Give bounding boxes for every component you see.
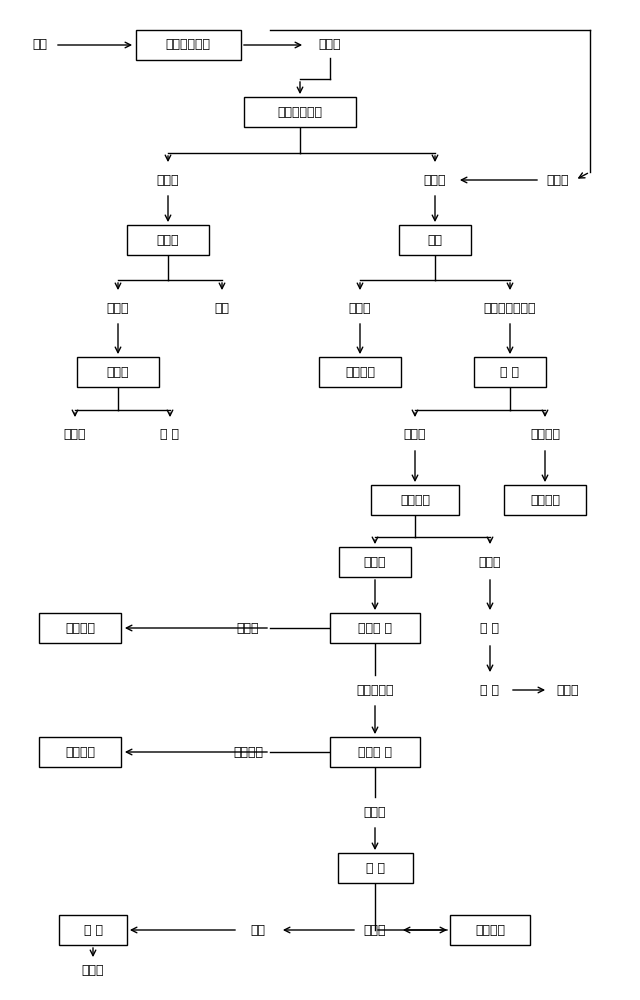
Text: 环保处理: 环保处理 (530, 493, 560, 506)
Bar (474, 357, 546, 387)
Bar (77, 357, 159, 387)
Text: 煅 烧: 煅 烧 (481, 684, 499, 696)
Text: 反萃余液: 反萃余液 (530, 428, 560, 442)
Text: 赤泥: 赤泥 (33, 38, 47, 51)
Text: 环保处理: 环保处理 (65, 621, 95, 635)
Bar (371, 485, 459, 515)
Text: 氧化钪: 氧化钪 (82, 964, 104, 976)
Text: 尾矿: 尾矿 (214, 302, 230, 314)
Text: 环保处理: 环保处理 (345, 365, 375, 378)
Bar (399, 225, 471, 255)
Text: 浸出渣: 浸出渣 (157, 174, 179, 186)
Text: 烘干: 烘干 (250, 924, 266, 936)
Bar (244, 97, 356, 127)
Text: 酸 溶: 酸 溶 (365, 861, 385, 874)
Text: 硫酸二次浸出: 硫酸二次浸出 (278, 105, 323, 118)
Text: 富钪有机相: 富钪有机相 (356, 684, 394, 696)
Bar (330, 737, 420, 767)
Text: 二次反 萃: 二次反 萃 (358, 746, 392, 758)
Bar (127, 225, 209, 255)
Text: 反萃渣: 反萃渣 (404, 428, 426, 442)
Bar (504, 485, 586, 515)
Text: 浸出液: 浸出液 (547, 174, 569, 186)
Text: 反 萃: 反 萃 (500, 365, 520, 378)
Text: 反萃余液: 反萃余液 (233, 746, 263, 758)
Text: 萃余液: 萃余液 (237, 621, 259, 635)
Text: 强磁选: 强磁选 (107, 365, 129, 378)
Text: 浸出液: 浸出液 (424, 174, 446, 186)
Text: 钛白废酸浸出: 钛白废酸浸出 (166, 38, 211, 51)
Bar (39, 737, 121, 767)
Text: 水解液: 水解液 (364, 556, 387, 568)
Bar (337, 853, 413, 883)
Text: 萃取: 萃取 (428, 233, 442, 246)
Text: 萃余液: 萃余液 (349, 302, 371, 314)
Bar (39, 613, 121, 643)
Bar (330, 613, 420, 643)
Bar (136, 30, 241, 60)
Text: 草酸反应: 草酸反应 (475, 924, 505, 936)
Text: 含铁矿: 含铁矿 (107, 302, 129, 314)
Text: 环保处理: 环保处理 (65, 746, 95, 758)
Bar (319, 357, 401, 387)
Text: 反萃渣: 反萃渣 (364, 806, 387, 818)
Bar (450, 915, 530, 945)
Bar (339, 547, 411, 577)
Text: 浸出渣: 浸出渣 (319, 38, 341, 51)
Text: 偏钛酸: 偏钛酸 (479, 556, 501, 568)
Text: 煅 烧: 煅 烧 (83, 924, 102, 936)
Text: 富钪、钛有机相: 富钪、钛有机相 (484, 302, 536, 314)
Text: 草酸钪: 草酸钪 (364, 924, 387, 936)
Text: 酸溶水解: 酸溶水解 (400, 493, 430, 506)
Text: 二次萃 取: 二次萃 取 (358, 621, 392, 635)
Text: 强磁选: 强磁选 (157, 233, 179, 246)
Text: 中 矿: 中 矿 (161, 428, 179, 442)
Text: 钪精矿: 钪精矿 (64, 428, 86, 442)
Text: 烘 干: 烘 干 (481, 621, 499, 635)
Text: 钛磁粒: 钛磁粒 (557, 684, 579, 696)
Bar (59, 915, 127, 945)
